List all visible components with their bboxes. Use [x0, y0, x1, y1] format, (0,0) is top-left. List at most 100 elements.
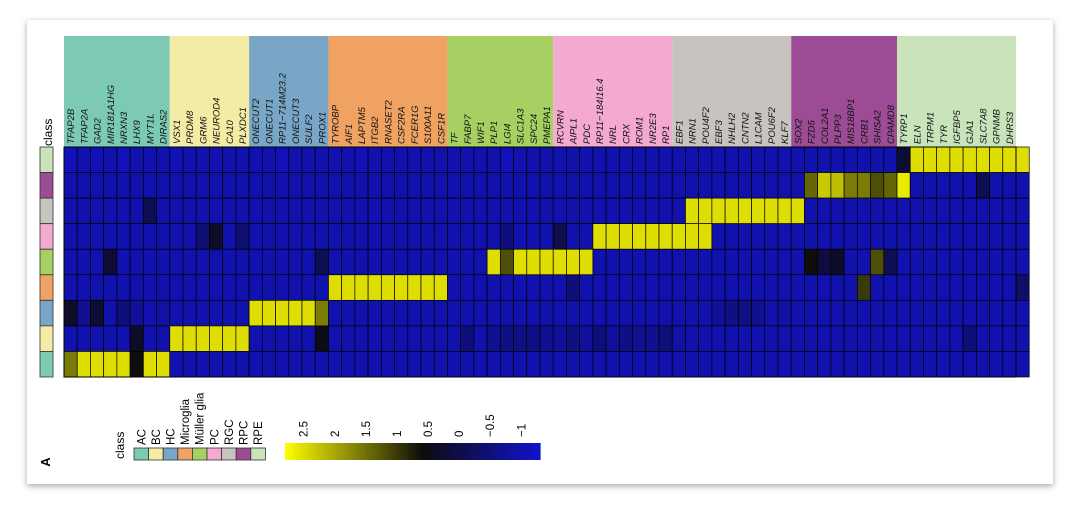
heatmap-cell [592, 299, 607, 327]
heatmap-cell [63, 172, 78, 199]
heatmap-cell [658, 325, 673, 352]
row-class-swatch [39, 172, 54, 199]
heatmap-cell [195, 299, 210, 327]
gene-label: CA10 [225, 120, 236, 144]
heatmap-cell [632, 274, 647, 301]
heatmap-cell [539, 223, 554, 250]
heatmap-cell [790, 172, 805, 199]
heatmap-cell [923, 223, 938, 250]
heatmap-cell [103, 172, 118, 199]
legend-label: RPC [239, 421, 251, 445]
heatmap-cell [433, 146, 448, 173]
heatmap-cell [526, 197, 541, 225]
heatmap-cell [248, 223, 263, 250]
heatmap-cell [909, 172, 924, 199]
heatmap-cell [235, 172, 250, 199]
heatmap-cell [751, 197, 766, 225]
colorbar-gradient-segment [372, 443, 376, 460]
heatmap-cell [314, 172, 329, 199]
colorbar-gradient-segment [468, 443, 472, 460]
heatmap-cell [209, 325, 224, 352]
heatmap-border [63, 146, 1017, 378]
heatmap-cell [473, 223, 488, 250]
heatmap-cell [790, 325, 805, 352]
gene-label: KLF7 [780, 121, 791, 144]
gene-label: PLPP3 [833, 114, 844, 144]
heatmap-cell [989, 197, 1004, 225]
gene-label: ONECUT1 [264, 99, 275, 144]
heatmap-cell [989, 172, 1004, 199]
heatmap-cell [989, 146, 1004, 173]
heatmap-cell [566, 351, 581, 378]
heatmap-cell [420, 197, 435, 225]
heatmap-cell [473, 299, 488, 327]
heatmap-cell [632, 351, 647, 378]
heatmap-cell [698, 223, 713, 250]
heatmap-cell [737, 248, 752, 276]
heatmap-cell [473, 172, 488, 199]
heatmap-cell [724, 172, 739, 199]
heatmap-cell [685, 299, 700, 327]
heatmap-cell [936, 248, 951, 276]
heatmap-cell [116, 248, 131, 276]
gene-label: MYT1L [145, 113, 156, 144]
heatmap-cell [380, 197, 395, 225]
heatmap-cell [989, 299, 1004, 327]
heatmap-cell [460, 325, 475, 352]
heatmap-cell [817, 172, 832, 199]
colorbar-gradient-segment [291, 443, 295, 460]
heatmap-cell [235, 248, 250, 276]
heatmap-cell [209, 197, 224, 225]
heatmap-cell [407, 223, 422, 250]
heatmap-cell [685, 274, 700, 301]
heatmap-cell [566, 172, 581, 199]
gene-label: S100A11 [423, 106, 434, 144]
heatmap-cell [261, 197, 276, 225]
heatmap-cell [936, 274, 951, 301]
heatmap-cell [499, 146, 514, 173]
heatmap-cell [433, 299, 448, 327]
heatmap-cell [830, 146, 845, 173]
heatmap-cell [1002, 223, 1017, 250]
gene-label: FCER1G [410, 105, 421, 144]
heatmap-cell [526, 274, 541, 301]
heatmap-cell [817, 325, 832, 352]
heatmap-cell [1002, 325, 1017, 352]
heatmap-cell [817, 274, 832, 301]
heatmap-cell [804, 325, 819, 352]
gene-label: SOX2 [793, 118, 804, 144]
gene-label: NEUROD4 [212, 98, 223, 144]
heatmap-cell [460, 248, 475, 276]
heatmap-cell [420, 146, 435, 173]
heatmap-cell [856, 351, 871, 378]
legend-swatch [221, 447, 237, 461]
gene-label: COL2A1 [820, 108, 831, 144]
heatmap-cell [499, 274, 514, 301]
heatmap-cell [301, 172, 316, 199]
heatmap-cell [275, 146, 290, 173]
heatmap-cell [896, 248, 911, 276]
heatmap-cell [433, 351, 448, 378]
heatmap-cell [698, 172, 713, 199]
gene-label: ONECUT2 [251, 98, 262, 144]
colorbar-gradient-segment [489, 443, 493, 460]
heatmap-cell [63, 248, 78, 276]
gene-label: PDC [582, 124, 593, 144]
heatmap-cell [1002, 351, 1017, 378]
legend-swatch [191, 447, 208, 461]
heatmap-cell [341, 274, 356, 301]
legend-swatch [133, 447, 150, 461]
colorbar-tick-label: 0 [454, 431, 466, 437]
heatmap-cell [209, 248, 224, 276]
heatmap-cell [63, 223, 78, 250]
heatmap-cell [962, 223, 977, 250]
heatmap-cell [169, 197, 184, 225]
heatmap-cell [222, 299, 237, 327]
heatmap-cell [248, 172, 263, 199]
heatmap-cell [407, 146, 422, 173]
heatmap-cell [447, 223, 462, 250]
heatmap-cell [883, 223, 898, 250]
heatmap-cell [843, 146, 858, 173]
heatmap-cell [777, 146, 792, 173]
heatmap-cell [222, 351, 237, 378]
